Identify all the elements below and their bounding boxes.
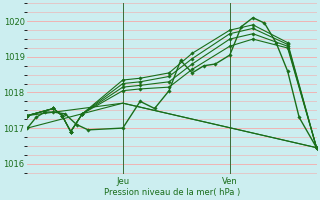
X-axis label: Pression niveau de la mer( hPa ): Pression niveau de la mer( hPa ) (104, 188, 240, 197)
